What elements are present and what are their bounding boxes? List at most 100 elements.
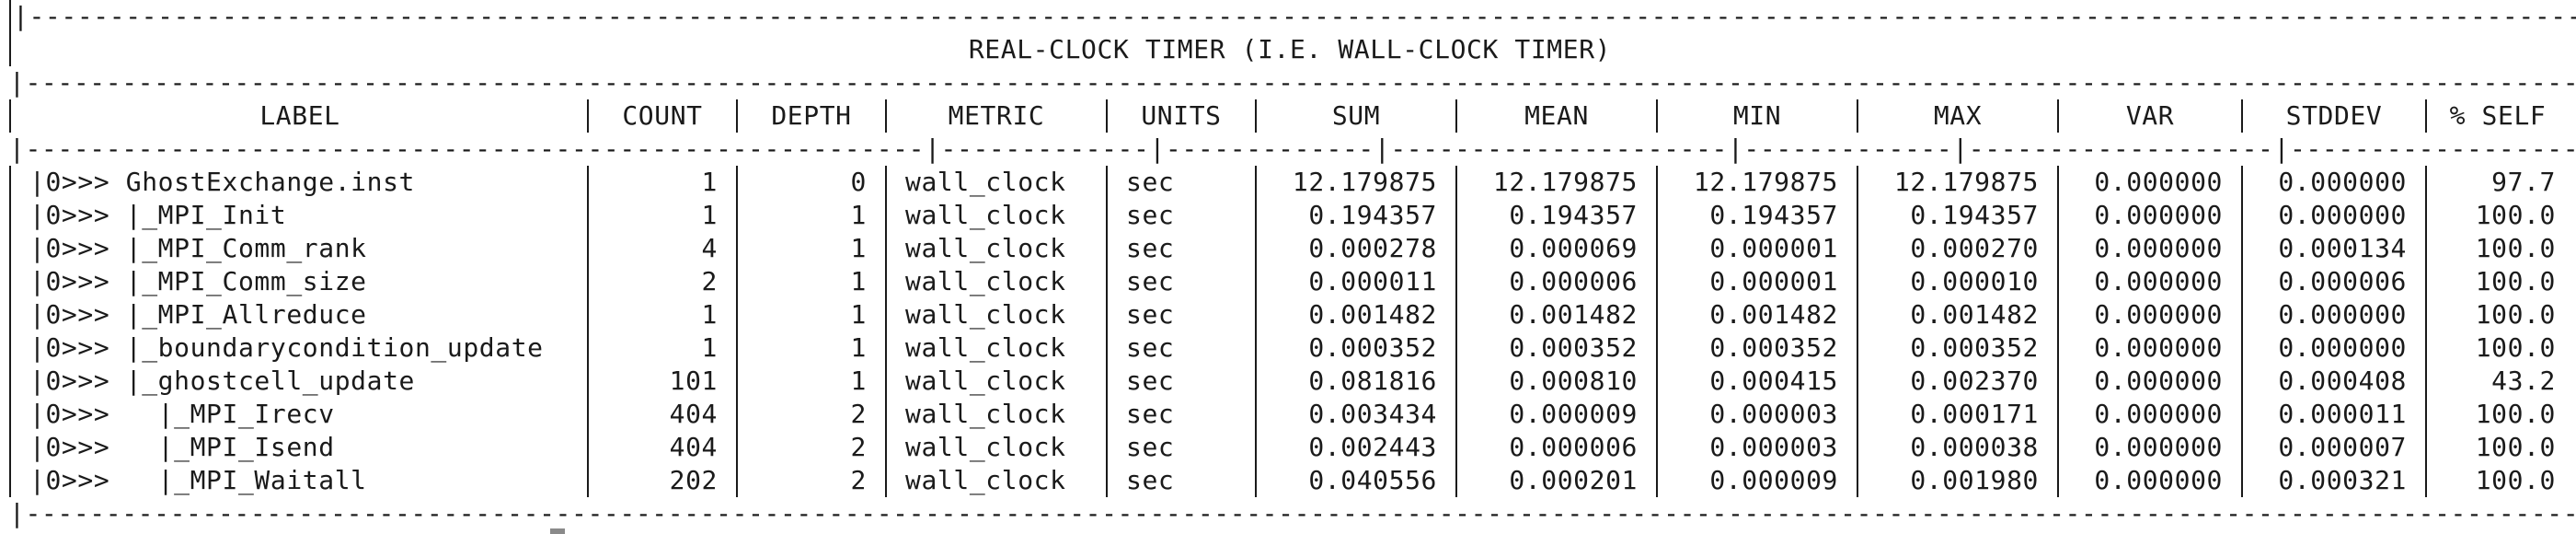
cell-count: 1 <box>701 200 718 230</box>
bottom-border: |---------------------------------------… <box>0 497 2576 530</box>
cell-metric: wall_clock <box>905 233 1066 263</box>
cell-var: 0.000000 <box>2094 167 2223 197</box>
cell-var: 0.000000 <box>2094 465 2223 495</box>
cell-self: 100.0 <box>2475 399 2556 429</box>
cell-depth: 2 <box>850 432 867 462</box>
cell-count: 101 <box>669 366 718 396</box>
cell-min: 0.000415 <box>1709 366 1838 396</box>
col-header-var: VAR <box>2125 100 2175 131</box>
cell-depth: 1 <box>850 332 867 363</box>
cell-stddev: 0.000007 <box>2278 432 2407 462</box>
cell-self: 100.0 <box>2475 465 2556 495</box>
cell-self: 100.0 <box>2475 332 2556 363</box>
cell-var: 0.000000 <box>2094 299 2223 330</box>
cell-sum: 0.003434 <box>1308 399 1437 429</box>
col-header-self: % SELF <box>2449 100 2547 131</box>
cell-mean: 0.001482 <box>1509 299 1638 330</box>
cell-depth: 1 <box>850 299 867 330</box>
cell-self: 100.0 <box>2475 432 2556 462</box>
col-header-label: LABEL <box>259 100 340 131</box>
table-row: |0>>> |_ghostcell_update 101 1 wall_clock se… <box>0 365 2576 398</box>
cell-count: 404 <box>669 399 718 429</box>
col-header-sum: SUM <box>1331 100 1381 131</box>
dashes: |---------------------------------------… <box>9 134 2576 164</box>
cell-stddev: 0.000134 <box>2278 233 2407 263</box>
cell-max: 0.002370 <box>1910 366 2039 396</box>
col-header-count: COUNT <box>622 100 703 131</box>
cell-var: 0.000000 <box>2094 266 2223 296</box>
cell-units: sec <box>1126 233 1175 263</box>
cell-min: 0.000003 <box>1709 399 1838 429</box>
table-row: |0>>> GhostExchange.inst 1 0 wall_clock sec 1… <box>0 166 2576 199</box>
table-row: |0>>> |_MPI_Init 1 1 wall_clock sec 0.194357 0… <box>0 199 2576 232</box>
cell-max: 0.000352 <box>1910 332 2039 363</box>
cell-min: 0.194357 <box>1709 200 1838 230</box>
cell-mean: 0.000009 <box>1509 399 1638 429</box>
cell-metric: wall_clock <box>905 266 1066 296</box>
cell-max: 0.194357 <box>1910 200 2039 230</box>
cell-label: |0>>> |_ghostcell_update <box>29 366 415 396</box>
header-separator: |---------------------------------------… <box>0 133 2576 166</box>
cell-metric: wall_clock <box>905 366 1066 396</box>
cell-count: 1 <box>701 167 718 197</box>
cell-min: 12.179875 <box>1693 167 1838 197</box>
cell-units: sec <box>1126 332 1175 363</box>
cell-units: sec <box>1126 266 1175 296</box>
header-row: LABEL COUNT DEPTH METRIC UNITS SUM MEAN … <box>0 99 2576 133</box>
table-row: |0>>> |_MPI_Comm_size 2 1 wall_clock sec 0.00… <box>0 265 2576 298</box>
cell-var: 0.000000 <box>2094 366 2223 396</box>
cell-sum: 0.194357 <box>1308 200 1437 230</box>
cell-count: 1 <box>701 332 718 363</box>
cell-self: 100.0 <box>2475 266 2556 296</box>
cell-depth: 2 <box>850 399 867 429</box>
cell-units: sec <box>1126 366 1175 396</box>
cell-min: 0.000001 <box>1709 266 1838 296</box>
cell-depth: 1 <box>850 366 867 396</box>
cell-units: sec <box>1126 299 1175 330</box>
col-header-mean: MEAN <box>1524 100 1589 131</box>
cell-mean: 0.000201 <box>1509 465 1638 495</box>
cell-self: 43.2 <box>2491 366 2556 396</box>
table-row: |0>>> |_MPI_Waitall 202 2 wall_clock sec 0.04… <box>0 464 2576 497</box>
cell-sum: 0.001482 <box>1308 299 1437 330</box>
top-border: |---------------------------------------… <box>0 0 2576 33</box>
cell-self: 100.0 <box>2475 200 2556 230</box>
cell-stddev: 0.000408 <box>2278 366 2407 396</box>
cell-sum: 0.000278 <box>1308 233 1437 263</box>
cell-max: 0.000038 <box>1910 432 2039 462</box>
cell-label: |0>>> |_MPI_Isend <box>29 432 335 462</box>
dashes: |---------------------------------------… <box>13 1 2576 31</box>
cell-units: sec <box>1126 465 1175 495</box>
col-header-min: MIN <box>1732 100 1782 131</box>
cell-mean: 0.000069 <box>1509 233 1638 263</box>
cell-units: sec <box>1126 167 1175 197</box>
cell-depth: 0 <box>850 167 867 197</box>
cell-count: 4 <box>701 233 718 263</box>
cell-stddev: 0.000000 <box>2278 167 2407 197</box>
cell-stddev: 0.000006 <box>2278 266 2407 296</box>
cell-var: 0.000000 <box>2094 233 2223 263</box>
table-row: |0>>> |_MPI_Comm_rank 4 1 wall_clock sec 0.00… <box>0 232 2576 265</box>
terminal-cursor <box>550 528 565 534</box>
cell-stddev: 0.000000 <box>2278 200 2407 230</box>
cell-label: |0>>> |_MPI_Comm_size <box>29 266 367 296</box>
cell-metric: wall_clock <box>905 432 1066 462</box>
table-row: |0>>> |_MPI_Allreduce 1 1 wall_clock sec 0.00… <box>0 298 2576 331</box>
col-header-depth: DEPTH <box>771 100 852 131</box>
cell-stddev: 0.000321 <box>2278 465 2407 495</box>
cell-min: 0.000352 <box>1709 332 1838 363</box>
cell-label: |0>>> GhostExchange.inst <box>29 167 415 197</box>
cell-mean: 0.000352 <box>1509 332 1638 363</box>
cell-sum: 12.179875 <box>1292 167 1437 197</box>
cell-max: 0.001980 <box>1910 465 2039 495</box>
cell-count: 202 <box>669 465 718 495</box>
cell-min: 0.001482 <box>1709 299 1838 330</box>
cell-metric: wall_clock <box>905 465 1066 495</box>
cell-max: 12.179875 <box>1893 167 2039 197</box>
cell-units: sec <box>1126 399 1175 429</box>
cell-sum: 0.040556 <box>1308 465 1437 495</box>
col-header-metric: METRIC <box>948 100 1045 131</box>
cell-mean: 0.000006 <box>1509 266 1638 296</box>
cell-units: sec <box>1126 200 1175 230</box>
